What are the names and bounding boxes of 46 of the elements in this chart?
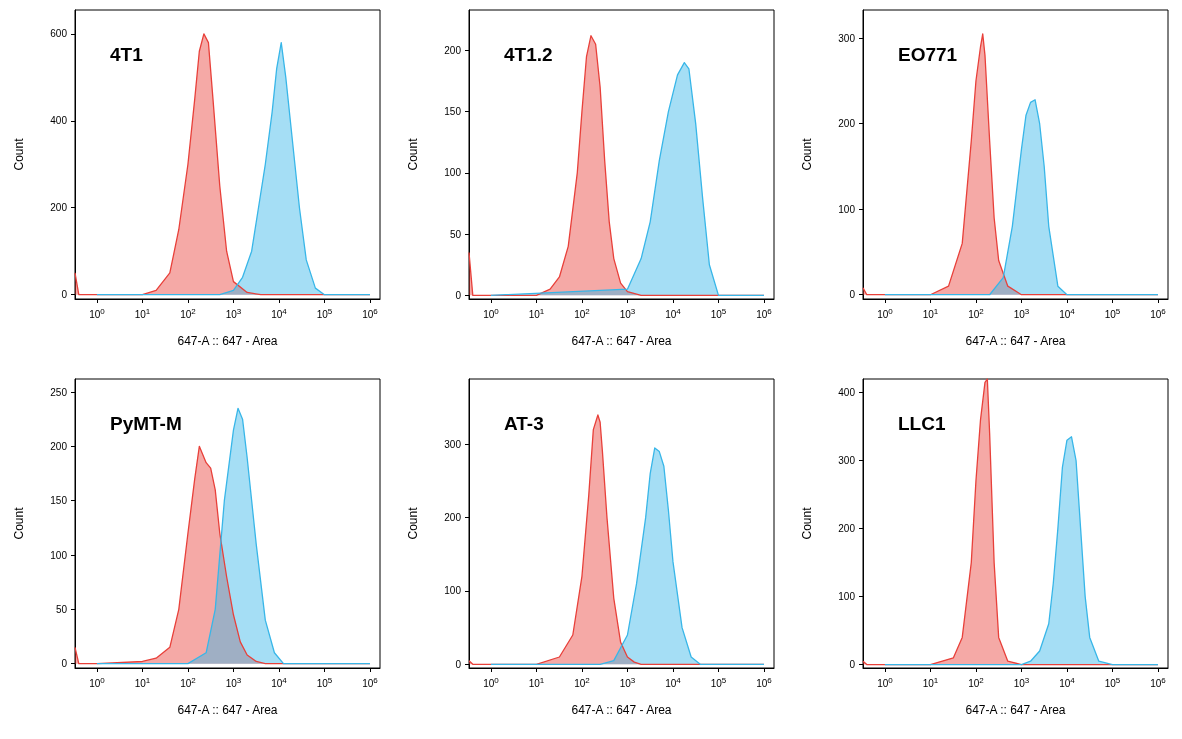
- text: 4T1.2: [504, 44, 553, 65]
- y-tick-label: 300: [838, 32, 856, 44]
- y-tick-label: 100: [444, 167, 462, 179]
- y-tick-label: 0: [455, 289, 462, 301]
- x-axis-title: 647-A :: 647 - Area: [571, 334, 672, 348]
- y-tick-label: 50: [55, 603, 68, 615]
- y-tick-label: 200: [838, 523, 856, 535]
- y-tick-label: 0: [61, 289, 68, 301]
- text: LLC1: [898, 413, 946, 434]
- y-tick-label: 0: [455, 658, 462, 670]
- y-tick-label: 0: [61, 658, 68, 670]
- y-axis-title: Count: [406, 506, 420, 540]
- x-axis-title: 647-A :: 647 - Area: [965, 334, 1066, 348]
- text: PyMT-M: [110, 413, 182, 434]
- y-axis-title: Count: [800, 137, 814, 171]
- y-tick-label: 300: [838, 455, 856, 467]
- y-tick-label: 0: [849, 289, 856, 301]
- x-axis-title: 647-A :: 647 - Area: [571, 703, 672, 717]
- y-tick-label: 200: [50, 202, 68, 214]
- text: AT-3: [504, 413, 544, 434]
- text: 4T1: [110, 44, 144, 65]
- y-tick-label: 400: [50, 115, 68, 127]
- y-tick-label: 50: [449, 228, 462, 240]
- y-tick-label: 150: [50, 495, 68, 507]
- x-axis-title: 647-A :: 647 - Area: [177, 334, 278, 348]
- y-tick-label: 100: [838, 591, 856, 603]
- x-axis-title: 647-A :: 647 - Area: [177, 703, 278, 717]
- y-tick-label: 200: [50, 440, 68, 452]
- y-tick-label: 100: [838, 203, 856, 215]
- text: EO771: [898, 44, 958, 65]
- y-tick-label: 100: [444, 585, 462, 597]
- y-tick-label: 250: [50, 386, 68, 398]
- y-tick-label: 200: [444, 44, 462, 56]
- y-tick-label: 300: [444, 438, 462, 450]
- y-axis-title: Count: [406, 137, 420, 171]
- y-tick-label: 600: [50, 28, 68, 40]
- y-tick-label: 400: [838, 387, 856, 399]
- y-tick-label: 150: [444, 106, 462, 118]
- y-tick-label: 0: [849, 659, 856, 671]
- y-axis-title: Count: [12, 506, 26, 540]
- x-axis-title: 647-A :: 647 - Area: [965, 703, 1066, 717]
- y-tick-label: 100: [50, 549, 68, 561]
- y-axis-title: Count: [12, 137, 26, 171]
- y-tick-label: 200: [838, 118, 856, 130]
- y-tick-label: 200: [444, 512, 462, 524]
- y-axis-title: Count: [800, 506, 814, 540]
